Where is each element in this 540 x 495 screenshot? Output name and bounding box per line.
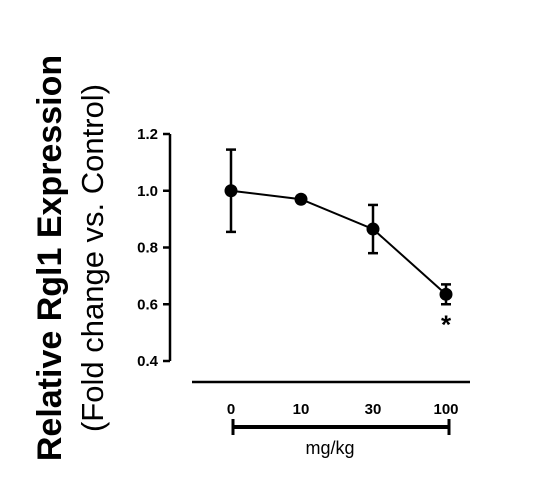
y-tick-label: 1.0: [137, 183, 158, 200]
series-line: [230, 189, 447, 296]
dose-bracket: [231, 419, 451, 435]
y-axis-title: Relative Rgl1 Expression: [31, 55, 69, 461]
data-point: [366, 222, 380, 236]
x-tick-label: 30: [365, 401, 382, 418]
data-point: [224, 184, 238, 198]
x-ticks: 0 10 30 100: [227, 401, 459, 418]
x-tick-label: 10: [293, 401, 310, 418]
y-tick-label: 0.6: [137, 296, 158, 313]
x-unit-label: mg/kg: [305, 438, 354, 458]
x-tick-label: 0: [227, 401, 235, 418]
x-tick-label: 100: [433, 401, 458, 418]
plot-area: *: [224, 148, 453, 339]
y-tick-label: 0.8: [137, 240, 158, 257]
significance-marker: *: [441, 309, 452, 339]
y-tick-label: 0.4: [137, 353, 159, 370]
data-point: [439, 287, 453, 301]
y-tick-label: 1.2: [137, 126, 158, 143]
y-ticks: 0.4 0.6 0.8 1.0 1.2: [137, 126, 170, 370]
y-axis-subtitle: (Fold change vs. Control): [75, 84, 110, 432]
data-point: [294, 192, 308, 206]
